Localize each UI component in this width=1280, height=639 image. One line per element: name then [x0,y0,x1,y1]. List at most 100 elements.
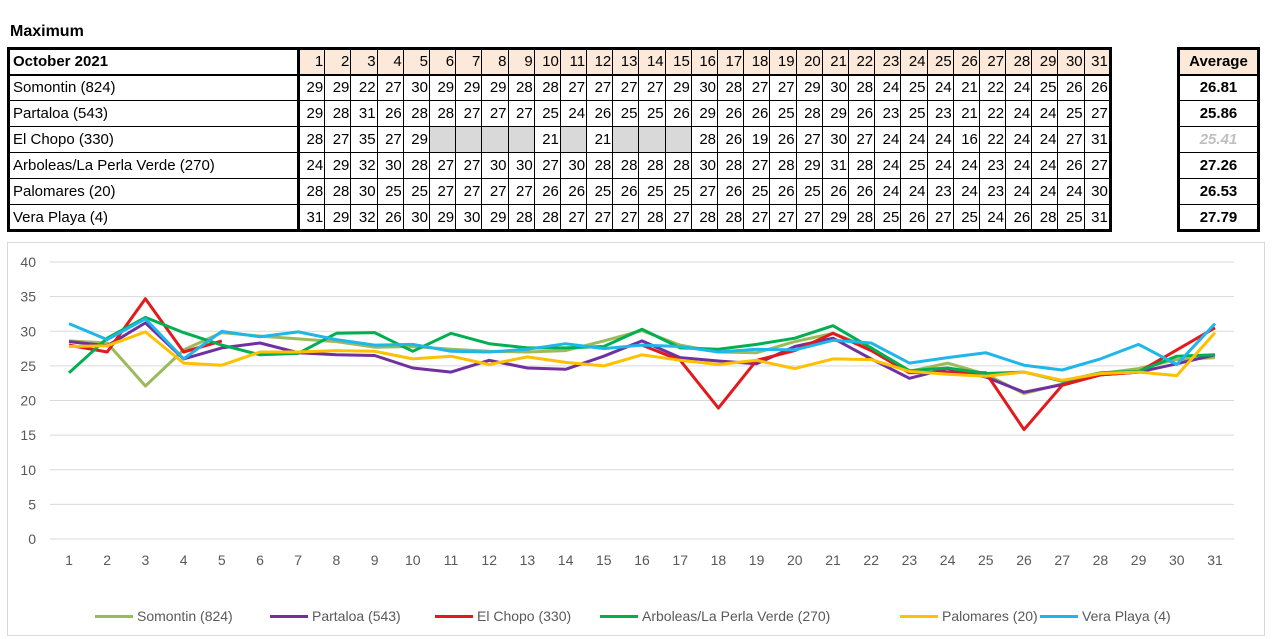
value-cell: 26 [847,100,876,127]
day-header-cell: 24 [900,48,928,76]
value-cell: 24 [926,152,954,179]
value-cell: 29 [402,126,430,153]
value-cell: 28 [1031,204,1059,231]
line-chart: 0 5 10 15 20 25 30 35 40 1 2 3 4 5 6 7 8 9 10 11 12 13 14 15 16 1… [7,242,1265,636]
x-tick-label: 1 [65,552,73,568]
x-tick-label: 18 [711,552,727,568]
average-table: Average 26.81 25.86 25.41 27.26 26.53 27.79 [1177,47,1260,232]
x-tick-label: 25 [978,552,994,568]
average-row: 27.26 [1178,152,1259,179]
value-cell: 28 [324,178,352,205]
x-tick-label: 23 [902,552,918,568]
value-cell: 27 [586,74,614,101]
value-cell [507,126,535,153]
value-cell: 29 [297,100,326,127]
x-tick-label: 20 [787,552,803,568]
average-row: 27.79 [1178,204,1259,231]
value-cell: 27 [612,204,640,231]
value-cell: 28 [507,74,535,101]
value-cell: 25 [402,178,430,205]
y-tick-label: 25 [20,358,36,374]
value-cell: 30 [402,204,430,231]
value-cell: 26 [769,178,797,205]
value-cell: 22 [978,74,1007,101]
value-cell: 25 [795,178,823,205]
table-header-label: October 2021 [8,48,300,76]
value-cell: 26 [821,178,849,205]
value-cell: 25 [533,100,561,127]
value-cell: 25 [586,178,614,205]
value-cell: 30 [507,152,535,179]
value-cell: 27 [612,74,640,101]
value-cell: 26 [376,100,404,127]
table-row: Partaloa (543) 29 28 31 26 28 28 27 27 27 25 24 26 25… [8,100,1111,127]
value-cell: 31 [297,204,326,231]
value-cell: 27 [847,126,876,153]
value-cell: 24 [874,74,902,101]
legend-item: Partaloa (543) [270,606,401,626]
value-cell: 26 [847,178,876,205]
value-cell: 30 [376,152,404,179]
x-tick-label: 13 [520,552,536,568]
value-cell: 28 [847,74,876,101]
value-cell: 27 [428,152,457,179]
value-cell: 26 [559,178,588,205]
legend-item: Palomares (20) [900,606,1038,626]
legend-swatch [600,614,638,618]
value-cell: 29 [481,204,509,231]
value-cell: 25 [638,100,666,127]
value-cell: 29 [690,100,719,127]
series-line [67,315,1216,383]
day-header-cell: 13 [612,48,640,76]
x-tick-label: 24 [940,552,956,568]
day-header-cell: 20 [795,48,823,76]
value-cell: 28 [533,74,561,101]
value-cell: 31 [821,152,849,179]
station-name-cell: Somontin (824) [8,74,300,101]
x-tick-label: 16 [634,552,650,568]
value-cell: 24 [926,126,954,153]
value-cell: 24 [1005,152,1033,179]
x-tick-label: 21 [825,552,841,568]
value-cell: 27 [507,178,535,205]
x-tick-label: 7 [294,552,302,568]
value-cell: 28 [297,126,326,153]
value-cell: 23 [978,152,1007,179]
value-cell: 28 [428,100,457,127]
value-cell: 27 [428,178,457,205]
value-cell [664,126,692,153]
value-cell: 27 [769,74,797,101]
x-tick-label: 19 [749,552,765,568]
value-cell: 21 [952,74,980,101]
value-cell [481,126,509,153]
value-cell: 25 [612,100,640,127]
day-header-cell: 26 [952,48,980,76]
value-cell: 19 [743,126,771,153]
legend-swatch [435,614,473,618]
y-tick-label: 10 [20,462,36,478]
value-cell: 29 [821,100,849,127]
value-cell: 24 [900,178,928,205]
value-cell: 24 [559,100,588,127]
day-header-cell: 11 [559,48,588,76]
value-cell: 28 [690,126,719,153]
value-cell [428,126,457,153]
value-cell: 27 [795,204,823,231]
value-cell: 23 [926,178,954,205]
series-line [68,321,1216,394]
value-cell: 27 [586,204,614,231]
day-header-cell: 1 [297,48,326,76]
value-cell: 26 [1005,204,1033,231]
average-value-cell: 26.81 [1178,74,1259,101]
value-cell: 22 [978,100,1007,127]
value-cell: 28 [716,152,745,179]
value-cell: 29 [795,74,823,101]
x-tick-label: 2 [103,552,111,568]
x-tick-label: 29 [1131,552,1147,568]
value-cell: 30 [559,152,588,179]
day-header-cell: 17 [716,48,745,76]
value-cell: 26 [900,204,928,231]
value-cell: 27 [926,204,954,231]
day-header-cell: 7 [455,48,483,76]
value-cell: 28 [638,152,666,179]
